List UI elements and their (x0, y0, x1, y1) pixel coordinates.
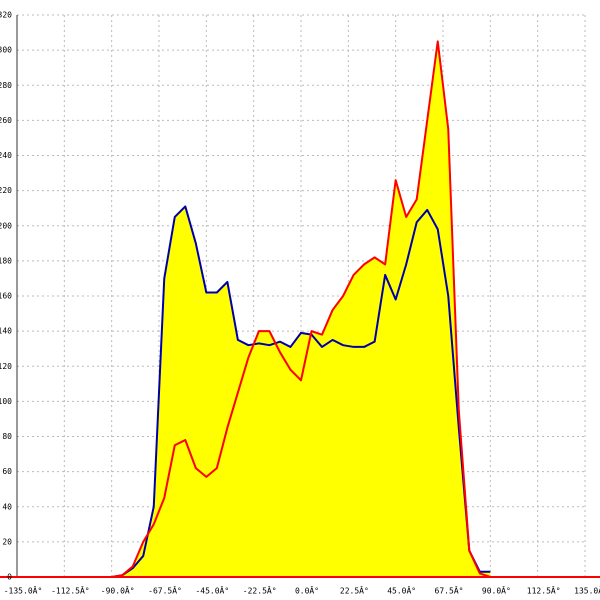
y-tick-label: 0 (7, 573, 12, 582)
y-tick-label: 160 (0, 292, 12, 301)
x-tick-label: 45.0Â° (387, 585, 416, 596)
labels: 0 20 40 60 80 100 120 140 160 180 200 220 240 260 280 3… (0, 11, 600, 596)
y-tick-label: 120 (0, 362, 12, 371)
y-tick-label: 100 (0, 397, 12, 406)
y-tick-label: 200 (0, 221, 12, 230)
y-tick-label: 140 (0, 327, 12, 336)
x-tick-label: 112.5Â° (527, 585, 561, 596)
x-tick-label: 90.0Â° (482, 585, 511, 596)
x-tick-label: -67.5Â° (148, 585, 182, 596)
y-tick-label: 40 (2, 502, 12, 511)
x-tick-label: 22.5Â° (340, 585, 369, 596)
y-tick-label: 240 (0, 151, 12, 160)
y-tick-label: 60 (2, 467, 12, 476)
line (111, 205, 491, 578)
y-tick-label: 20 (2, 537, 12, 546)
x-tick-label: -112.5Â° (51, 585, 90, 596)
x-tick-label: -135.0Â° (4, 585, 43, 596)
y-tick-label: 220 (0, 186, 12, 195)
y-tick-label: 300 (0, 46, 12, 55)
y-tick-label: 320 (0, 11, 12, 20)
x-tick-label: 67.5Â° (435, 585, 464, 596)
lines (111, 40, 491, 578)
x-tick-label: -90.0Â° (101, 585, 135, 596)
y-tick-label: 280 (0, 81, 12, 90)
line (111, 40, 491, 578)
y-tick-label: 260 (0, 116, 12, 125)
x-tick-label: -22.5Â° (243, 585, 277, 596)
areas (111, 41, 491, 577)
area (111, 41, 491, 577)
y-tick-label: 80 (2, 432, 12, 441)
x-tick-label: -45.0Â° (195, 585, 229, 596)
x-tick-label: 0.0Â° (295, 585, 319, 596)
x-tick-label: 135.0Â° (574, 585, 600, 596)
y-tick-label: 180 (0, 256, 12, 265)
